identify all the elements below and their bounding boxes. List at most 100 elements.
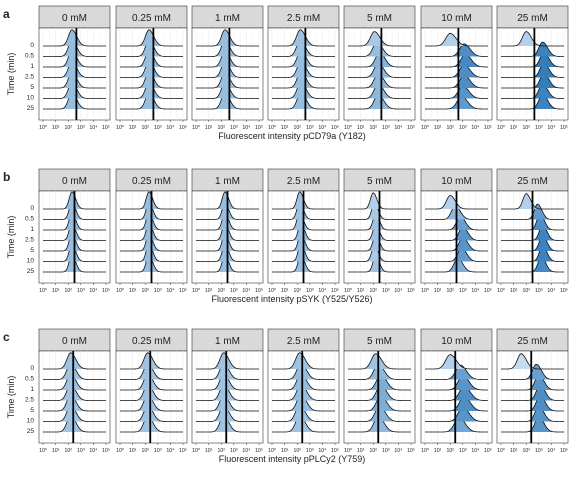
facet-label: 25 mM [517,176,548,187]
facet-a-5: 10 mM 10⁰ 10¹ 10² 10³ 10⁴ 10⁵ [420,5,493,131]
panel-letter: a [3,7,10,21]
x-tick-label: 10⁴ [166,288,174,294]
y-tick-label: 1 [30,226,34,233]
ridge-fill [348,84,411,99]
ridge-fill [272,82,335,99]
ridge-line [425,385,488,401]
ridge-line [501,31,564,47]
ridge-fill [120,405,183,422]
x-tick-label: 10⁴ [547,448,555,454]
x-tick-label: 10¹ [434,125,442,131]
ridge-line [425,375,488,391]
x-tick-label: 10⁴ [318,288,326,294]
x-tick-label: 10⁵ [484,288,492,294]
ridge-fill [43,92,106,109]
ridge-line [501,416,564,433]
x-tick-label: 10⁴ [471,125,479,131]
x-tick-label: 10² [446,448,454,454]
x-tick-label: 10² [217,448,225,454]
facet-b-4: 5 mM 10⁰ 10¹ 10² 10³ 10⁴ 10⁵ [343,168,416,294]
ridge-fill [120,29,183,46]
ridge-fill [196,394,259,411]
x-tick-label: 10⁴ [242,448,250,454]
ridge-fill [272,384,335,401]
ridge-fill [43,394,106,411]
x-tick-label: 10⁰ [421,448,429,454]
ridge-fill [501,235,564,251]
x-tick-label: 10⁰ [39,288,47,294]
facet-c-0: 0 mM 10⁰ 10¹ 10² 10³ 10⁴ 10⁵ [38,328,111,454]
ridge-fill [120,61,183,78]
x-axis-title: Fluorescent intensity pCD79a (Y182) [218,131,366,141]
ridge-fill [272,61,335,78]
ridge-line [120,352,183,370]
x-tick-label: 10² [522,288,530,294]
ridge-fill [120,82,183,99]
ridge-line [501,405,564,422]
x-tick-label: 10⁵ [255,125,263,131]
facet-label: 5 mM [367,13,392,24]
panel-b: b Time (min) 0 0.5 1 2.5 5 10 25 0 mM 10⁰ 10¹ 10² 10³… [3,168,569,304]
ridge-fill [272,394,335,411]
x-tick-label: 10¹ [510,125,518,131]
ridge-fill [120,352,183,369]
ridges [501,31,565,110]
ridge-fill [196,82,259,99]
x-tick-label: 10¹ [357,288,365,294]
ridge-fill [196,50,259,67]
y-tick-label: 25 [27,428,35,435]
facet-label: 2.5 mM [287,13,320,24]
x-tick-label: 10³ [459,125,467,131]
ridges [120,29,183,110]
ridge-fill [43,352,106,369]
ridge-fill [272,71,335,88]
x-tick-label: 10⁵ [407,125,415,131]
x-tick-label: 10¹ [129,448,137,454]
x-tick-label: 10⁰ [268,288,276,294]
ridge-fill [501,246,564,262]
ridge-fill [272,373,335,390]
ridge-fill [425,365,488,380]
ridge-fill [43,61,106,78]
ridge-line [425,85,488,99]
x-tick-label: 10¹ [205,288,213,294]
y-tick-label: 1 [30,63,34,70]
x-tick-label: 10¹ [510,448,518,454]
y-tick-label: 25 [27,268,35,275]
x-tick-label: 10¹ [52,125,60,131]
ridge-line [425,364,488,380]
x-tick-label: 10⁰ [344,288,352,294]
facet-c-5: 10 mM 10⁰ 10¹ 10² 10³ 10⁴ 10⁵ [420,328,493,454]
ridge-fill [43,50,106,67]
facet-label: 0 mM [62,13,87,24]
ridge-line [425,43,489,57]
x-tick-label: 10⁴ [547,125,555,131]
x-tick-label: 10² [522,125,530,131]
ridge-fill [501,63,564,78]
ridge-fill [348,94,411,109]
y-tick-label: 1 [30,386,34,393]
ridge-fill [272,50,335,67]
x-tick-label: 10² [446,288,454,294]
x-tick-label: 10³ [382,448,390,454]
facet-label: 1 mM [215,336,240,347]
ridge-line [272,352,335,370]
x-tick-label: 10⁰ [344,448,352,454]
x-tick-label: 10⁴ [394,448,402,454]
ridge-fill [501,52,564,67]
facet-c-1: 0.25 mM 10⁰ 10¹ 10² 10³ 10⁴ 10⁵ [115,328,188,454]
ridge-fill [501,42,564,57]
y-tick-label: 5 [30,407,34,414]
ridge-fill [43,384,106,401]
ridge-fill [501,94,564,109]
ridges [43,352,106,433]
ridge-fill [43,29,106,46]
x-tick-label: 10⁵ [331,125,339,131]
facet-a-4: 5 mM 10⁰ 10¹ 10² 10³ 10⁴ 10⁵ [343,5,416,131]
ridge-line [425,64,489,78]
ridge-line [43,29,106,47]
ridge-line [425,54,488,68]
x-tick-label: 10⁴ [166,125,174,131]
ridge-fill [425,354,488,369]
x-tick-label: 10² [293,288,301,294]
